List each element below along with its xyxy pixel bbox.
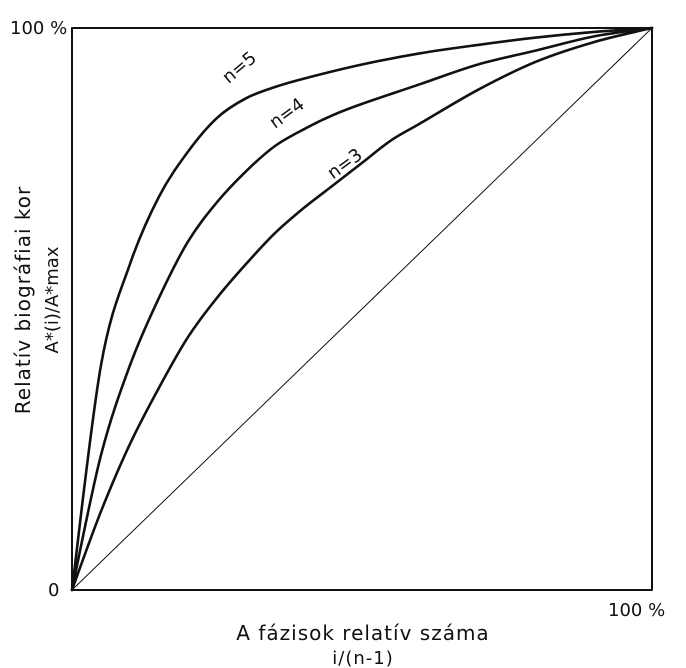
- y-axis-subtitle: A*(i)/A*max: [42, 246, 63, 353]
- series-line-n-5: [70, 26, 654, 592]
- series-line-n-3: [70, 26, 654, 592]
- x-axis-right-tick: 100 %: [608, 600, 665, 621]
- y-axis-title: Relatív biográfiai kor: [11, 186, 35, 414]
- curve-label-n-5: n=5: [218, 48, 261, 88]
- y-axis-top-tick: 100 %: [10, 18, 67, 39]
- x-axis-subtitle: i/(n-1): [332, 648, 393, 668]
- diagonal-reference-line: [71, 27, 653, 591]
- curve-label-n-4: n=4: [266, 94, 309, 133]
- curve-label-n-3: n=3: [324, 144, 367, 183]
- plot-frame: [71, 27, 653, 591]
- origin-label: 0: [48, 580, 59, 601]
- x-axis-title: A fázisok relatív száma: [236, 621, 489, 645]
- series-line-n-4: [70, 26, 654, 592]
